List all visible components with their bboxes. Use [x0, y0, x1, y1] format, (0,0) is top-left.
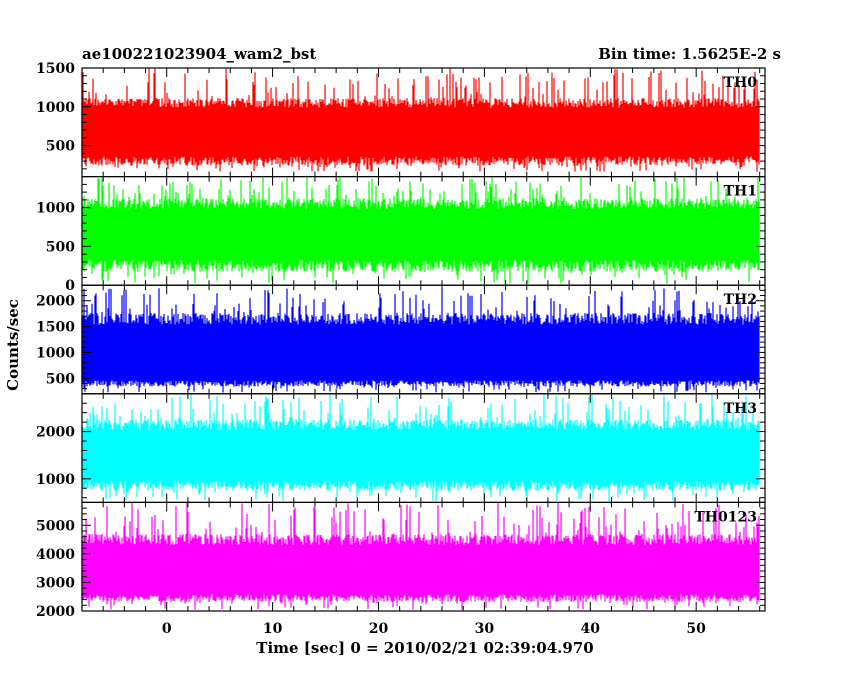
y-axis-label: Counts/sec — [4, 299, 22, 391]
panel-th2: TH2 500 1000 1500 2000 — [36, 284, 766, 395]
x-tick-label: 0 — [162, 621, 172, 637]
series-th1 — [81, 176, 760, 284]
y-tick-label: 1500 — [36, 61, 75, 77]
y-tick-label: 2000 — [36, 604, 75, 620]
y-tick-label: 1000 — [36, 345, 75, 361]
panel-label: TH3 — [724, 401, 757, 417]
x-tick-label: 20 — [369, 621, 389, 637]
series-th3 — [81, 394, 760, 502]
y-tick-label: 2000 — [36, 425, 75, 441]
panel-th3: TH3 1000 2000 — [36, 393, 766, 503]
y-tick-label: 5000 — [36, 518, 75, 534]
x-tick-label: 40 — [581, 621, 601, 637]
panel-label: TH1 — [724, 184, 757, 200]
panel-frame — [81, 501, 766, 612]
panel-label: TH0123 — [694, 509, 757, 525]
y-tick-label: 1000 — [36, 201, 75, 217]
x-tick-label: 10 — [263, 621, 283, 637]
x-tick-label: 30 — [475, 621, 495, 637]
panel-label: TH0 — [724, 75, 758, 91]
series-th0 — [81, 68, 760, 172]
x-tick-label: 50 — [686, 621, 706, 637]
y-tick-label: 1000 — [36, 100, 75, 116]
y-tick-label: 2000 — [36, 294, 75, 310]
y-tick-label: 4000 — [36, 547, 75, 563]
y-tick-label: 3000 — [36, 575, 75, 591]
chart-title: ae100221023904_wam2_bst — [82, 45, 316, 63]
panel-label: TH2 — [724, 292, 757, 308]
panel-th0: TH0 500 1000 1500 — [36, 61, 766, 178]
series-th2 — [81, 288, 760, 393]
x-axis-label: Time [sec] 0 = 2010/02/21 02:39:04.970 — [256, 639, 593, 657]
y-tick-label: 500 — [46, 139, 75, 155]
y-tick-label: 1500 — [36, 320, 75, 336]
y-tick-label: 1000 — [36, 472, 75, 488]
y-tick-label: 500 — [46, 239, 75, 255]
panels: TH0 500 1000 1500 TH1 0 500 1000 TH2 500 1000 1500 2… — [36, 61, 766, 620]
x-axis: 0 10 20 30 40 50 — [162, 621, 706, 637]
chart-subtitle: Bin time: 1.5625E-2 s — [598, 45, 781, 63]
panel-th1: TH1 0 500 1000 — [36, 176, 766, 294]
y-tick-label: 0 — [65, 278, 75, 294]
panel-th0123: TH0123 2000 3000 4000 5000 — [36, 501, 766, 620]
series-th0123 — [81, 502, 760, 610]
y-tick-label: 500 — [46, 371, 75, 387]
